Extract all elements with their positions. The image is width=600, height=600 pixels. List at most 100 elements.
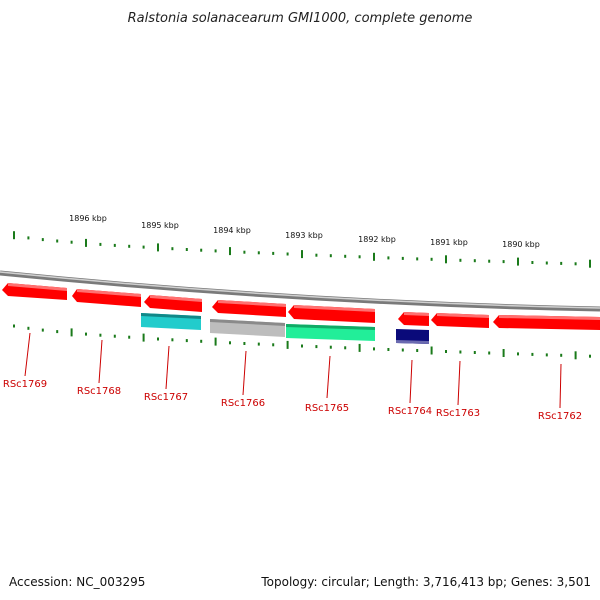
minor-tick: [157, 337, 159, 341]
kbp-label: 1893 kbp: [285, 231, 323, 240]
gene-labels: RSc1769 RSc1768 RSc1767 RSc1766 RSc1765 …: [3, 332, 582, 422]
gene-label-rsc1767[interactable]: RSc1767: [144, 392, 188, 403]
minor-tick: [459, 258, 462, 262]
gene-arrow-rsc1763[interactable]: [431, 313, 489, 328]
gene-arrows: [2, 283, 600, 330]
minor-tick: [200, 339, 203, 343]
minor-tick: [142, 245, 145, 249]
kbp-label: 1896 kbp: [69, 214, 107, 223]
minor-tick: [171, 247, 174, 251]
minor-tick: [85, 332, 87, 336]
genome-backbone: [0, 270, 600, 312]
minor-tick: [445, 350, 447, 353]
gene-arrow-rsc1765[interactable]: [288, 305, 375, 323]
minor-tick: [185, 248, 188, 251]
minor-tick: [344, 346, 347, 350]
gene-label-rsc1765[interactable]: RSc1765: [305, 403, 349, 414]
gene-arrow-rsc1762[interactable]: [493, 315, 600, 330]
minor-tick: [70, 240, 73, 244]
major-tick: [502, 349, 505, 357]
minor-tick: [459, 350, 462, 354]
major-tick: [430, 346, 433, 355]
gene-label-rsc1769[interactable]: RSc1769: [3, 379, 47, 390]
top-tick-row: [13, 231, 591, 268]
major-tick: [85, 238, 87, 247]
feature-block-green[interactable]: [286, 324, 375, 341]
kbp-label: 1890 kbp: [502, 240, 540, 249]
minor-tick: [243, 342, 246, 345]
feature-block-gray[interactable]: [210, 319, 285, 337]
gene-leader-line: [326, 355, 331, 399]
minor-tick: [387, 256, 390, 260]
minor-tick: [99, 333, 102, 337]
genome-backbone-highlight: [0, 271, 600, 309]
gene-label-rsc1768[interactable]: RSc1768: [77, 386, 121, 397]
minor-tick: [257, 342, 260, 346]
gene-label-rsc1764[interactable]: RSc1764: [388, 406, 432, 417]
major-tick: [70, 328, 73, 337]
minor-tick: [41, 238, 44, 242]
major-tick: [13, 231, 15, 240]
minor-tick: [387, 348, 390, 351]
gene-arrow-rsc1766[interactable]: [212, 300, 286, 317]
gene-leader-line: [242, 350, 247, 396]
minor-tick: [401, 256, 404, 260]
kbp-labels: 1896 kbp 1895 kbp 1894 kbp 1893 kbp 1892…: [69, 214, 540, 249]
minor-tick: [214, 249, 217, 253]
minor-tick: [545, 353, 548, 357]
major-tick: [445, 255, 447, 264]
feature-block-navy[interactable]: [396, 329, 429, 344]
minor-tick: [99, 242, 102, 246]
gene-arrow-rsc1768[interactable]: [72, 289, 141, 307]
minor-tick: [416, 349, 419, 352]
gene-leader-line: [165, 345, 170, 390]
minor-tick: [128, 335, 131, 339]
minor-tick: [560, 353, 563, 357]
major-tick: [574, 351, 577, 360]
minor-tick: [257, 251, 260, 255]
gene-arrow-rsc1767[interactable]: [144, 295, 202, 312]
bottom-tick-row: [13, 324, 591, 360]
gene-leader-line: [457, 360, 461, 406]
minor-tick: [574, 262, 577, 266]
gene-arrow-rsc1769[interactable]: [2, 283, 67, 300]
minor-tick: [113, 243, 116, 247]
minor-tick: [473, 259, 476, 263]
gene-label-rsc1762[interactable]: RSc1762: [538, 411, 582, 422]
minor-tick: [13, 324, 15, 328]
minor-tick: [185, 339, 188, 343]
feature-block-cyan[interactable]: [141, 313, 201, 330]
kbp-label: 1892 kbp: [358, 235, 396, 244]
major-tick: [301, 250, 303, 259]
minor-tick: [329, 254, 332, 258]
minor-tick: [358, 255, 361, 259]
minor-tick: [113, 334, 116, 338]
minor-tick: [171, 338, 174, 342]
minor-tick: [315, 345, 318, 349]
map-title: Ralstonia solanacearum GMI1000, complete…: [128, 11, 473, 26]
major-tick: [373, 252, 375, 261]
gene-label-rsc1763[interactable]: RSc1763: [436, 408, 480, 419]
minor-tick: [272, 251, 275, 255]
minor-tick: [416, 257, 419, 261]
minor-tick: [200, 248, 203, 252]
major-tick: [286, 340, 289, 349]
minor-tick: [27, 236, 30, 240]
genome-summary-text: Topology: circular; Length: 3,716,413 bp…: [260, 575, 591, 589]
minor-tick: [41, 328, 44, 332]
major-tick: [589, 259, 591, 268]
feature-blocks: [141, 313, 429, 344]
kbp-label: 1894 kbp: [213, 226, 251, 235]
kbp-label: 1895 kbp: [141, 221, 179, 230]
gene-arrow-rsc1764[interactable]: [398, 312, 429, 326]
minor-tick: [488, 351, 491, 355]
kbp-label: 1891 kbp: [430, 238, 468, 247]
major-tick: [229, 247, 231, 256]
major-tick: [517, 257, 519, 266]
major-tick: [142, 333, 145, 342]
minor-tick: [272, 343, 275, 347]
gene-label-rsc1766[interactable]: RSc1766: [221, 398, 265, 409]
minor-tick: [373, 347, 375, 351]
